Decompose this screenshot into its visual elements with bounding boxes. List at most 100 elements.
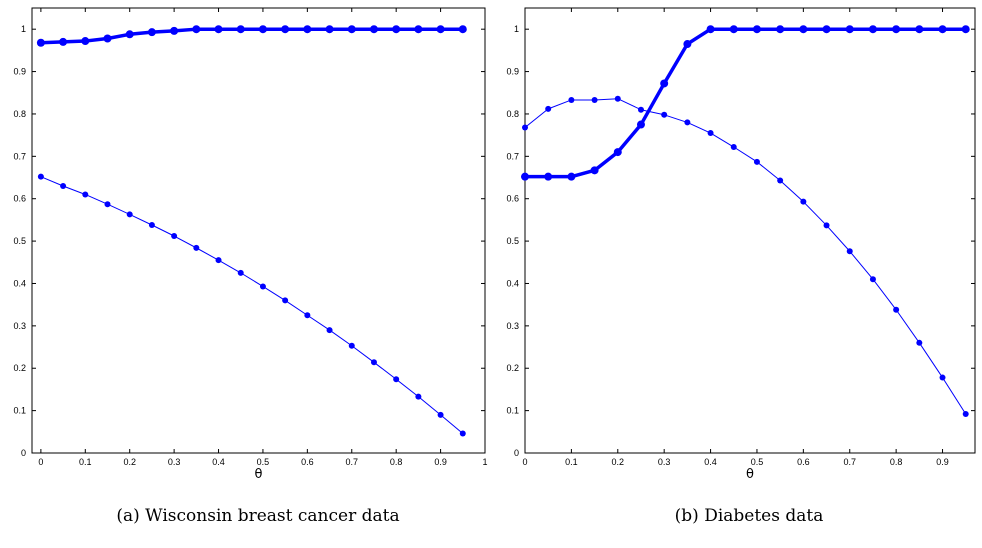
data-point-thin bbox=[545, 105, 552, 112]
data-point-thick bbox=[613, 148, 622, 157]
data-point-thick bbox=[544, 172, 553, 181]
data-point-thin bbox=[304, 312, 311, 319]
x-axis-label: θ bbox=[746, 467, 754, 482]
data-point-thick bbox=[729, 25, 738, 34]
data-point-thin bbox=[415, 393, 422, 400]
x-tick-label: 0.3 bbox=[658, 457, 671, 467]
y-tick-label: 0 bbox=[514, 448, 519, 458]
y-tick-label: 0.8 bbox=[13, 109, 26, 119]
data-point-thin bbox=[215, 257, 222, 264]
data-point-thick bbox=[590, 166, 599, 175]
y-tick-label: 1 bbox=[21, 24, 26, 34]
y-tick-label: 0.4 bbox=[13, 278, 26, 288]
x-tick-label: 0.4 bbox=[212, 457, 225, 467]
caption-diabetes: (b) Diabetes data bbox=[675, 506, 824, 526]
data-point-thick bbox=[236, 25, 245, 34]
y-tick-label: 0.3 bbox=[13, 321, 26, 331]
data-point-thick bbox=[258, 25, 267, 34]
data-point-thick bbox=[214, 25, 223, 34]
data-point-thin bbox=[869, 276, 876, 283]
x-tick-label: 0.8 bbox=[390, 457, 403, 467]
data-point-thick bbox=[892, 25, 901, 34]
data-point-thin bbox=[614, 95, 621, 102]
y-tick-label: 0.1 bbox=[13, 406, 26, 416]
data-point-thin bbox=[370, 359, 377, 366]
data-point-thick bbox=[683, 40, 692, 49]
y-tick-label: 0.5 bbox=[506, 236, 519, 246]
data-point-thick bbox=[868, 25, 877, 34]
data-point-thick bbox=[799, 25, 808, 34]
x-tick-label: 0.2 bbox=[612, 457, 625, 467]
data-point-thin bbox=[777, 177, 784, 184]
data-point-thick bbox=[706, 25, 715, 34]
data-point-thin bbox=[637, 106, 644, 113]
y-tick-label: 0.8 bbox=[506, 109, 519, 119]
y-tick-label: 0.2 bbox=[13, 363, 26, 373]
data-point-thick bbox=[59, 37, 68, 46]
data-point-thick bbox=[125, 30, 134, 39]
plot-frame bbox=[524, 7, 976, 454]
data-point-thick bbox=[369, 25, 378, 34]
data-point-thick bbox=[36, 38, 45, 47]
data-point-thin bbox=[282, 297, 289, 304]
data-point-thick bbox=[636, 120, 645, 129]
data-point-thin bbox=[522, 124, 528, 131]
data-point-thin bbox=[126, 211, 133, 218]
panel-diabetes: 0 0.1 0.2 0.3 0.4 0.5 0.6 0.7 0.8 0.9 0 0.1 0.2 0.3 0.… bbox=[506, 7, 976, 482]
x-tick-label: 0.1 bbox=[565, 457, 578, 467]
series-line-thin bbox=[524, 98, 967, 415]
data-point-thin bbox=[60, 183, 67, 189]
data-point-thin bbox=[846, 248, 853, 255]
y-tick-label: 1 bbox=[514, 24, 519, 34]
data-point-thick bbox=[81, 37, 90, 46]
data-point-thick bbox=[822, 25, 831, 34]
x-tick-label: 0.3 bbox=[168, 457, 181, 467]
data-point-thick bbox=[392, 25, 401, 34]
y-tick-label: 0.5 bbox=[13, 236, 26, 246]
x-tick-label: 0.7 bbox=[843, 457, 856, 467]
x-tick-label: 0.2 bbox=[123, 457, 136, 467]
data-point-thin bbox=[171, 233, 178, 240]
data-point-thin bbox=[568, 96, 575, 103]
data-point-thick bbox=[845, 25, 854, 34]
data-point-thick bbox=[961, 25, 970, 34]
x-tick-label: 0 bbox=[38, 457, 43, 467]
data-point-thin bbox=[939, 374, 946, 381]
x-tick-label: 0.5 bbox=[257, 457, 270, 467]
data-point-thin bbox=[193, 244, 200, 251]
data-point-thin bbox=[148, 221, 155, 228]
x-tick-label: 1 bbox=[482, 457, 487, 467]
data-point-thick bbox=[103, 34, 112, 43]
plot-frame bbox=[31, 7, 486, 454]
data-point-thin bbox=[684, 119, 691, 126]
data-point-thick bbox=[776, 25, 785, 34]
y-tick-label: 0.9 bbox=[13, 67, 26, 77]
data-point-thin bbox=[800, 198, 807, 205]
x-tick-label: 0.9 bbox=[434, 457, 447, 467]
data-point-thick bbox=[660, 79, 669, 88]
data-point-thin bbox=[962, 411, 969, 418]
x-tick-label: 0.8 bbox=[890, 457, 903, 467]
data-point-thick bbox=[938, 25, 947, 34]
data-point-thin bbox=[104, 201, 111, 208]
panel-wisconsin: 0 0.1 0.2 0.3 0.4 0.5 0.6 0.7 0.8 0.9 1 0 0.1 0.2 0.3 0… bbox=[13, 7, 488, 482]
y-tick-label: 0.7 bbox=[506, 151, 519, 161]
data-point-thick bbox=[915, 25, 924, 34]
data-point-thick bbox=[281, 25, 290, 34]
data-point-thin bbox=[237, 269, 244, 276]
data-point-thin bbox=[82, 191, 89, 198]
y-tick-label: 0.6 bbox=[13, 194, 26, 204]
x-tick-label: 0.9 bbox=[936, 457, 949, 467]
data-point-thick bbox=[192, 25, 201, 34]
y-tick-label: 0.6 bbox=[506, 194, 519, 204]
data-point-thin bbox=[753, 158, 760, 165]
x-tick-label: 0.6 bbox=[301, 457, 314, 467]
data-point-thin bbox=[326, 327, 333, 334]
y-tick-label: 0.4 bbox=[506, 278, 519, 288]
y-tick-label: 0.2 bbox=[506, 363, 519, 373]
data-point-thin bbox=[437, 411, 444, 418]
data-point-thin bbox=[707, 130, 714, 137]
data-point-thin bbox=[730, 144, 737, 151]
x-tick-label: 0.1 bbox=[79, 457, 92, 467]
data-point-thick bbox=[147, 28, 156, 37]
